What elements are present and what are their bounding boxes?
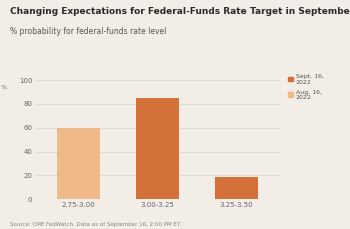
Text: Changing Expectations for Federal-Funds Rate Target in September: Changing Expectations for Federal-Funds … xyxy=(10,7,350,16)
Bar xyxy=(136,148,179,199)
Text: Probability %: Probability % xyxy=(0,85,8,90)
Bar xyxy=(215,177,258,199)
Bar xyxy=(57,128,100,199)
Bar xyxy=(136,98,179,199)
Legend: Sept. 16,
2022, Aug. 16,
2022: Sept. 16, 2022, Aug. 16, 2022 xyxy=(288,74,323,100)
Text: Source: CME FedWatch. Data as of September 16, 2:00 PM ET.: Source: CME FedWatch. Data as of Septemb… xyxy=(10,222,182,227)
Text: % probability for federal-funds rate level: % probability for federal-funds rate lev… xyxy=(10,27,167,36)
